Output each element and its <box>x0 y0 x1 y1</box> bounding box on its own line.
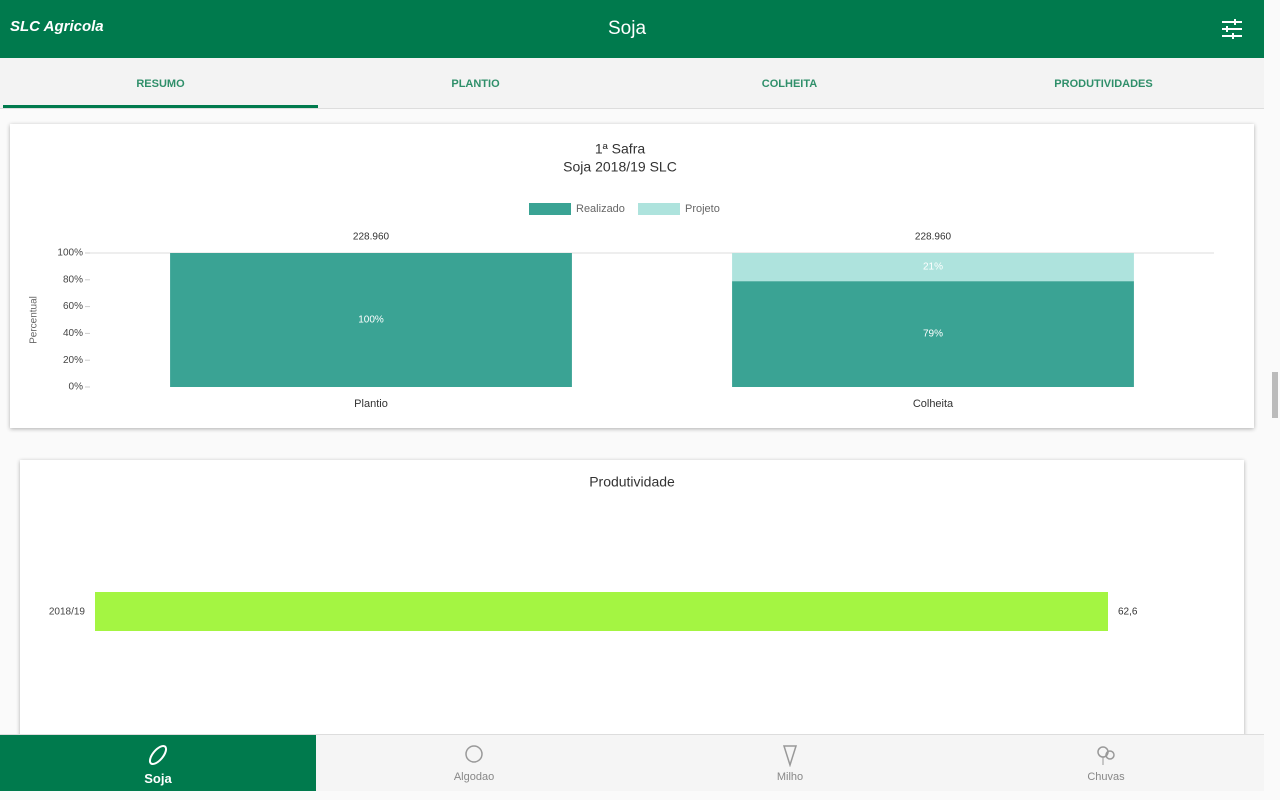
y-tick-label: 0% <box>69 382 84 393</box>
bar-total: 228.960 <box>915 232 952 243</box>
scrollbar[interactable] <box>1272 372 1278 418</box>
y-tick-label: 80% <box>63 274 83 285</box>
y-tick-label: 100% <box>57 248 83 259</box>
legend-swatch <box>638 203 680 215</box>
y-tick-label: 20% <box>63 355 83 366</box>
icon <box>465 745 483 763</box>
chart-subtitle: Soja 2018/19 SLC <box>563 159 677 175</box>
card: 1ª Safra Soja 2018/19 SLC Realizado Projeto… <box>10 124 1254 428</box>
nav-item[interactable]: Algodao <box>316 735 632 791</box>
tab[interactable]: PRODUTIVIDADES <box>1054 78 1153 90</box>
nav-item[interactable]: Soja <box>0 735 316 791</box>
data-label: 100% <box>358 315 384 326</box>
chart: 1ª Safra Soja 2018/19 SLC Realizado Projeto… <box>29 141 1214 410</box>
data-label: 21% <box>923 262 943 273</box>
nav-label: Milho <box>776 771 804 783</box>
nav-item[interactable]: Milho <box>632 735 948 791</box>
icon <box>782 745 798 767</box>
tab-bar: RESUMO PLANTIO COLHEITA PRODUTIVIDADES <box>0 58 1264 109</box>
legend-label: Realizado <box>576 203 625 215</box>
tab[interactable]: COLHEITA <box>761 78 818 90</box>
nav-label: Soja <box>144 771 172 786</box>
card: Produtividade 2018/19 62,6 <box>20 460 1244 750</box>
data-label: 62,6 <box>1118 607 1138 618</box>
y-tick-label: 40% <box>63 328 83 339</box>
nav-item[interactable]: Chuvas <box>948 735 1264 791</box>
tab[interactable]: RESUMO <box>3 58 318 108</box>
legend-swatch <box>529 203 571 215</box>
chart-title: 1ª Safra <box>595 141 646 157</box>
legend-label: Projeto <box>685 203 720 215</box>
y-tick-label: 2018/19 <box>49 607 86 618</box>
y-axis-label: Percentual <box>29 296 40 344</box>
chart: Produtividade 2018/19 62,6 <box>49 474 1138 631</box>
bottom-nav: Soja Algodao Milho Chuvas <box>0 734 1264 791</box>
x-tick-label: Colheita <box>913 398 954 410</box>
tab[interactable]: PLANTIO <box>451 78 500 90</box>
bar-segment <box>732 281 1134 387</box>
bar-segment <box>170 253 572 387</box>
data-label: 79% <box>923 329 943 340</box>
icon <box>1097 746 1115 765</box>
y-tick-label: 60% <box>63 301 83 312</box>
page-title: Soja <box>607 18 647 39</box>
icon <box>148 744 168 766</box>
filter-icon[interactable] <box>1220 18 1244 40</box>
bar-segment <box>732 253 1134 282</box>
x-tick-label: Plantio <box>354 398 388 410</box>
app-bar: SLC Agricola Soja <box>0 0 1264 58</box>
nav-label: Algodao <box>453 771 495 783</box>
bar-total: 228.960 <box>353 232 390 243</box>
nav-label: Chuvas <box>1087 771 1125 783</box>
bar <box>95 592 1108 631</box>
logo[interactable]: SLC Agricola <box>10 18 104 35</box>
chart-title: Produtividade <box>589 474 675 490</box>
